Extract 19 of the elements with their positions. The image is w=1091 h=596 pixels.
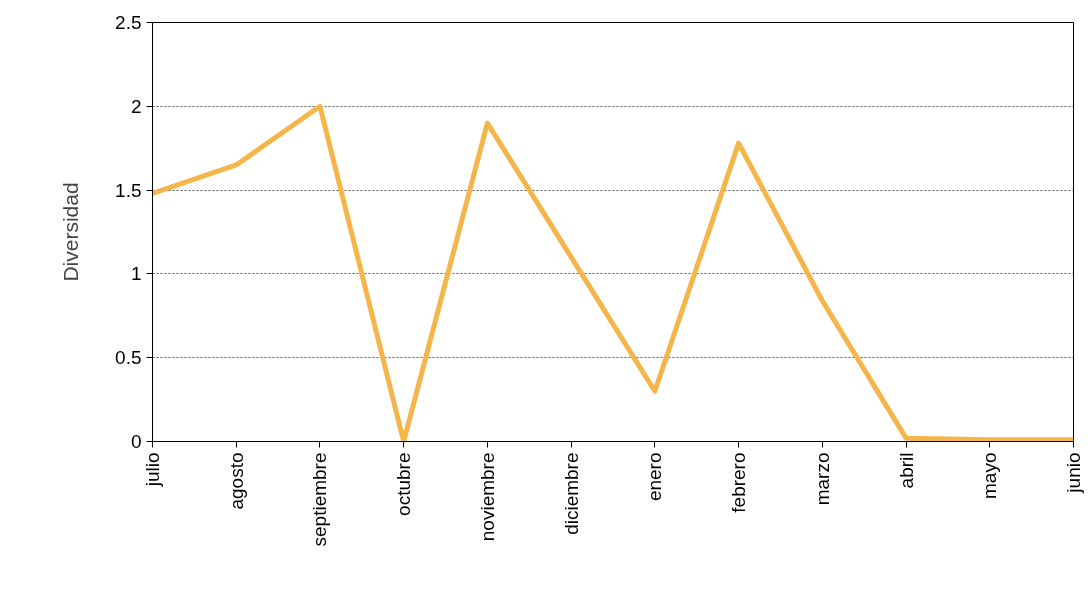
x-tick-label: diciembre: [560, 452, 582, 535]
x-tick-label: julio: [142, 452, 163, 488]
x-tick-label: marzo: [811, 452, 833, 506]
y-tick-label: 2: [130, 95, 142, 117]
y-tick-label: 1: [130, 263, 142, 285]
x-tick-label: septiembre: [309, 452, 331, 547]
y-tick-label: 2.5: [115, 12, 142, 33]
y-axis-title: Diversidad: [59, 182, 83, 282]
x-tick-label: mayo: [979, 452, 1001, 499]
x-tick-label: enero: [644, 452, 666, 502]
x-tick-label: agosto: [225, 452, 247, 510]
y-tick-label: 0: [130, 431, 142, 452]
x-tick-label: febrero: [728, 452, 750, 513]
x-tick-label: octubre: [393, 452, 415, 516]
y-tick-label: 1.5: [115, 179, 142, 201]
x-tick-label: noviembre: [476, 452, 498, 542]
x-tick-label: abril: [895, 452, 917, 489]
y-tick-label: 0.5: [115, 347, 142, 369]
x-tick-label: junio: [1063, 452, 1084, 494]
